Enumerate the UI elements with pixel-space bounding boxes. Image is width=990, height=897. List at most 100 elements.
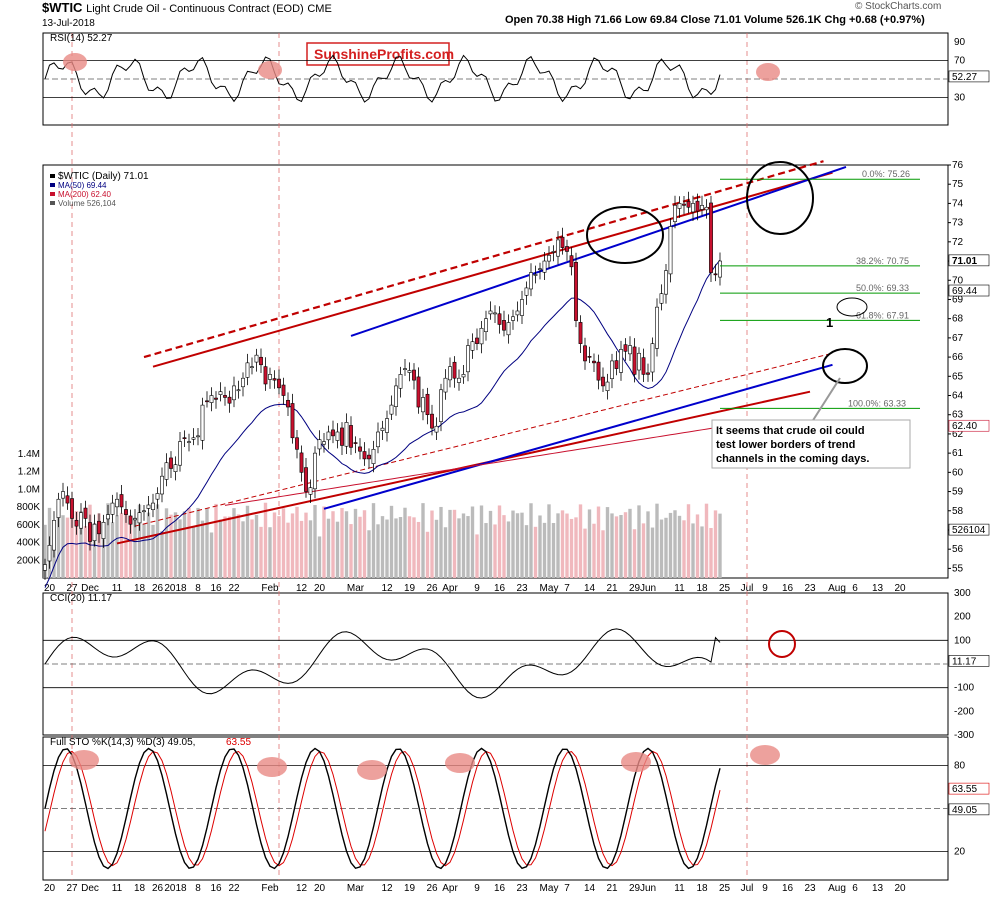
highlight-circle-may bbox=[586, 206, 664, 264]
price-tick-label: 55 bbox=[952, 563, 964, 574]
candle-body bbox=[569, 255, 574, 268]
candle-body bbox=[380, 427, 385, 431]
x-tick-label-bottom: Apr bbox=[442, 883, 458, 894]
volume-bar bbox=[457, 518, 461, 578]
x-tick-label-bottom: Jul bbox=[741, 883, 754, 894]
candle-body bbox=[88, 522, 92, 542]
candle-body bbox=[236, 389, 241, 392]
volume-bar bbox=[70, 514, 74, 578]
volume-bar bbox=[641, 523, 646, 578]
rsi-highlight bbox=[756, 63, 780, 81]
volume-bar bbox=[610, 513, 614, 578]
candle-body bbox=[628, 345, 632, 355]
volume-bar bbox=[695, 514, 700, 578]
candle-body bbox=[173, 464, 178, 472]
volume-bar bbox=[398, 517, 403, 578]
price-tick-label: 63 bbox=[952, 410, 964, 421]
x-tick-label-bottom: 11 bbox=[674, 883, 685, 894]
candle-body bbox=[241, 377, 245, 388]
x-tick-label-top: 11 bbox=[674, 583, 685, 594]
volume-bar bbox=[178, 519, 182, 578]
x-tick-label-bottom: 11 bbox=[112, 883, 123, 894]
rsi-highlight bbox=[258, 61, 282, 79]
volume-bar bbox=[322, 506, 326, 578]
candle-body bbox=[497, 313, 502, 325]
volume-bar bbox=[452, 509, 457, 578]
volume-bar bbox=[56, 505, 61, 578]
candle-body bbox=[376, 431, 380, 448]
price-tick-label: 58 bbox=[952, 506, 964, 517]
x-tick-label-bottom: 9 bbox=[762, 883, 768, 894]
candle-body bbox=[178, 441, 182, 466]
volume-bar bbox=[605, 507, 610, 578]
x-tick-label-bottom: 20 bbox=[314, 883, 326, 894]
annotation-box bbox=[711, 419, 911, 469]
volume-bar bbox=[245, 505, 250, 578]
volume-bar bbox=[520, 512, 524, 578]
candle-body bbox=[718, 260, 722, 278]
x-tick-label-top: May bbox=[540, 583, 559, 594]
volume-bar bbox=[209, 532, 214, 578]
candle-body bbox=[587, 356, 592, 358]
sto-highlight bbox=[621, 752, 651, 772]
candle-body bbox=[164, 462, 169, 480]
x-tick-label-top: Dec bbox=[81, 583, 99, 594]
x-tick-label-top: 21 bbox=[606, 583, 618, 594]
candle-body bbox=[281, 384, 286, 396]
volume-bar bbox=[403, 507, 407, 578]
volume-bar bbox=[412, 517, 416, 578]
candle-body bbox=[700, 205, 704, 210]
current-value-box bbox=[948, 523, 990, 536]
candle-body bbox=[686, 201, 691, 208]
volume-bar bbox=[371, 503, 376, 578]
volume-bar bbox=[349, 524, 353, 578]
cci-tick-label: 100 bbox=[954, 635, 971, 646]
x-tick-label-top: 11 bbox=[112, 583, 123, 594]
candle-body bbox=[677, 203, 682, 209]
x-tick-label-top: 20 bbox=[44, 583, 56, 594]
rsi-current-label: 52.27 bbox=[952, 72, 977, 83]
candle-body bbox=[223, 395, 227, 398]
sto-d-current-box bbox=[948, 782, 990, 795]
price-tick-label: 67 bbox=[952, 333, 964, 344]
rsi-tick-label: 30 bbox=[954, 92, 966, 103]
legend-swatch bbox=[50, 174, 55, 178]
volume-bar bbox=[601, 530, 605, 578]
volume-bar bbox=[425, 531, 430, 578]
chart-credit: © StockCharts.com bbox=[855, 1, 942, 12]
sto-highlight bbox=[257, 757, 287, 777]
volume-bar bbox=[169, 514, 173, 578]
candle-body bbox=[182, 437, 187, 439]
volume-bar bbox=[533, 526, 538, 578]
candle-body bbox=[124, 509, 128, 515]
candle-body bbox=[227, 396, 232, 404]
x-tick-label-top: 18 bbox=[134, 583, 146, 594]
volume-bar bbox=[214, 503, 218, 578]
volume-bar bbox=[128, 518, 133, 578]
candle-body bbox=[623, 344, 628, 352]
candle-body bbox=[673, 205, 677, 222]
volume-bar bbox=[538, 515, 542, 578]
candle-body bbox=[52, 520, 56, 551]
instrument-name: Light Crude Oil - Continuous Contract (E… bbox=[86, 3, 304, 15]
x-tick-label-bottom: Dec bbox=[81, 883, 99, 894]
candle-body bbox=[97, 520, 101, 535]
candle-body bbox=[344, 422, 349, 447]
chart-title: $WTIC Light Crude Oil - Continuous Contr… bbox=[42, 0, 332, 15]
x-tick-label-top: 25 bbox=[719, 583, 731, 594]
legend-entry: MA(50) 69.44 bbox=[58, 181, 107, 190]
cci-highlight-circle bbox=[768, 630, 796, 658]
volume-bar bbox=[583, 528, 587, 578]
price-tick-label: 64 bbox=[952, 391, 964, 402]
volume-bar bbox=[304, 512, 308, 578]
candle-body bbox=[443, 377, 448, 393]
volume-bar bbox=[331, 511, 335, 578]
x-tick-label-bottom: 16 bbox=[494, 883, 506, 894]
volume-tick-label: 1.0M bbox=[18, 484, 40, 495]
x-tick-label-top: Jun bbox=[640, 583, 656, 594]
volume-bar bbox=[110, 522, 115, 578]
x-tick-label-top: 27 bbox=[66, 583, 78, 594]
volume-bar bbox=[367, 530, 371, 578]
fibonacci-label: 0.0%: 75.26 bbox=[862, 169, 910, 179]
x-tick-label-bottom: 29 bbox=[629, 883, 641, 894]
